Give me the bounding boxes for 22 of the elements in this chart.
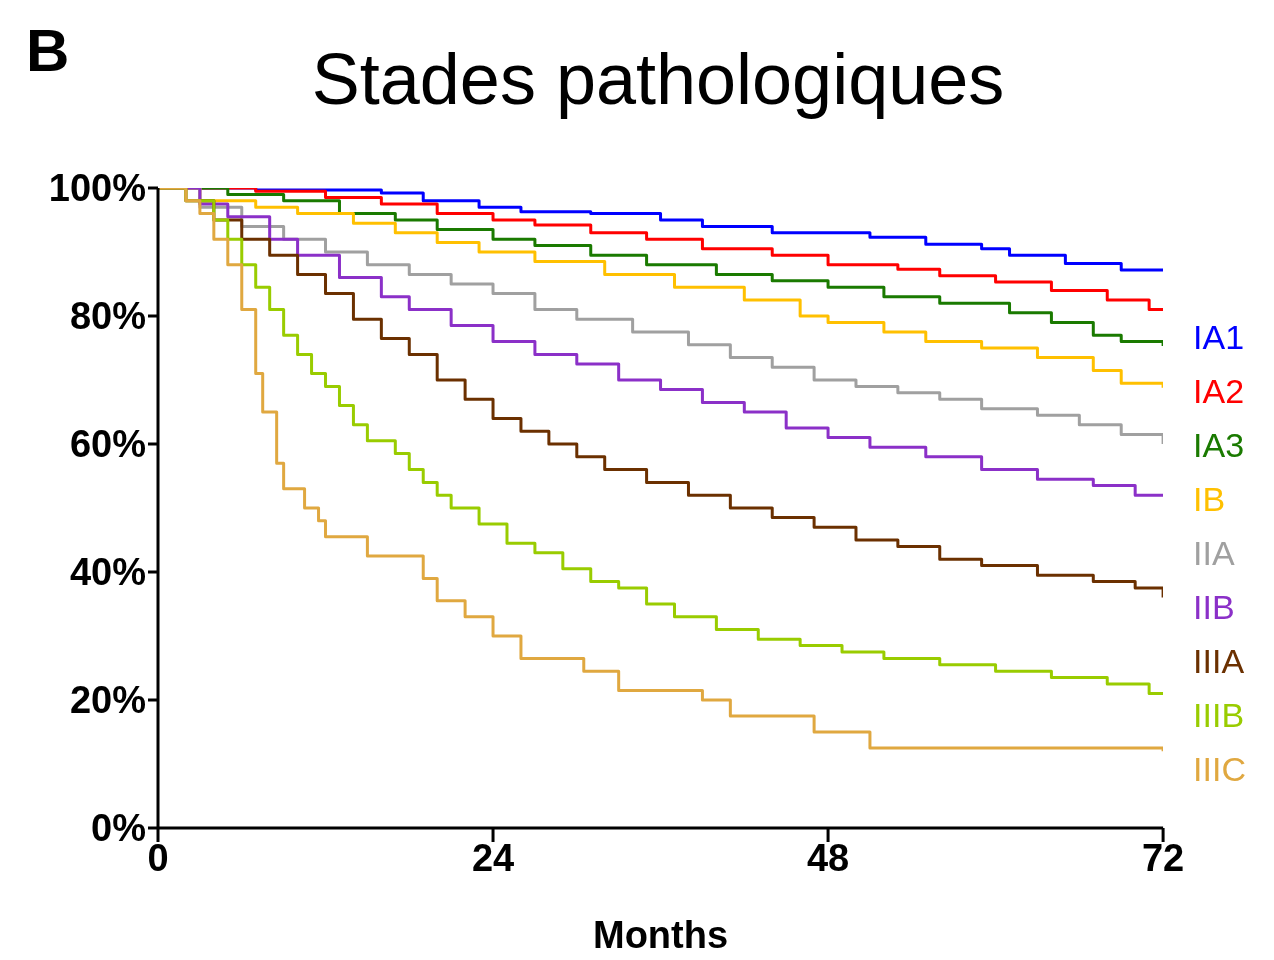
y-tick-label: 60% [69,423,146,466]
x-tick-label: 48 [806,836,850,879]
text: IB [1193,479,1227,520]
chart-title: Stades pathologiques [310,38,1006,120]
series-label: IIIB [1193,695,1246,736]
x-tick-label: 0 [147,836,169,879]
series-label: IIIA [1193,641,1246,682]
x-tick-label: 24 [471,836,515,879]
series-label: IA1 [1193,317,1246,358]
text: IA3 [1193,425,1246,466]
y-tick-label: 40% [69,551,146,594]
text: IIB [1193,587,1236,628]
series-label: IIIC [1193,749,1246,790]
x-axis-title: Months [593,914,729,956]
y-tick-label: 100% [48,167,146,210]
x-tick-label: 72 [1141,836,1185,879]
text: IA2 [1193,371,1246,412]
y-tick-label: 20% [69,679,146,722]
panel-letter: B [26,16,70,85]
text: IIA [1193,533,1236,574]
y-tick-label: 80% [69,295,146,338]
y-tick-label: 0% [91,807,146,850]
